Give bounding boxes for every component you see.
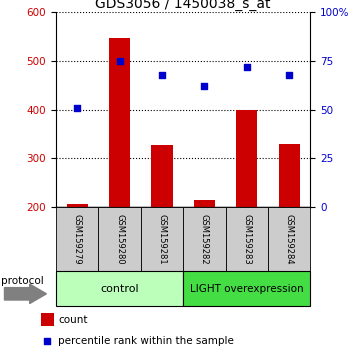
Point: [244, 64, 250, 70]
Point: [201, 84, 207, 89]
Bar: [268, 207, 310, 271]
Bar: [183, 207, 226, 271]
Point: [286, 72, 292, 78]
Text: GSM159284: GSM159284: [285, 213, 294, 264]
Text: percentile rank within the sample: percentile rank within the sample: [58, 336, 234, 346]
Bar: [226, 207, 268, 271]
Title: GDS3056 / 1450038_s_at: GDS3056 / 1450038_s_at: [95, 0, 271, 11]
Text: GSM159279: GSM159279: [73, 213, 82, 264]
Bar: [66, 204, 88, 207]
Text: GSM159281: GSM159281: [157, 213, 166, 264]
Bar: [194, 200, 215, 207]
Text: LIGHT overexpression: LIGHT overexpression: [190, 284, 304, 293]
Point: [45, 338, 51, 343]
Text: GSM159280: GSM159280: [115, 213, 124, 264]
Text: protocol: protocol: [1, 276, 44, 286]
FancyArrow shape: [4, 284, 47, 303]
Bar: [141, 207, 183, 271]
Bar: [98, 207, 141, 271]
Point: [159, 72, 165, 78]
Bar: [279, 144, 300, 207]
Text: GSM159283: GSM159283: [242, 213, 251, 264]
Text: control: control: [100, 284, 139, 293]
Point: [74, 105, 80, 110]
Bar: [151, 145, 173, 207]
Text: count: count: [58, 315, 88, 325]
Bar: [41, 313, 54, 326]
Bar: [236, 110, 257, 207]
Bar: [183, 271, 310, 306]
Bar: [109, 38, 130, 207]
Point: [117, 58, 122, 64]
Bar: [56, 207, 98, 271]
Bar: [56, 271, 183, 306]
Text: GSM159282: GSM159282: [200, 213, 209, 264]
